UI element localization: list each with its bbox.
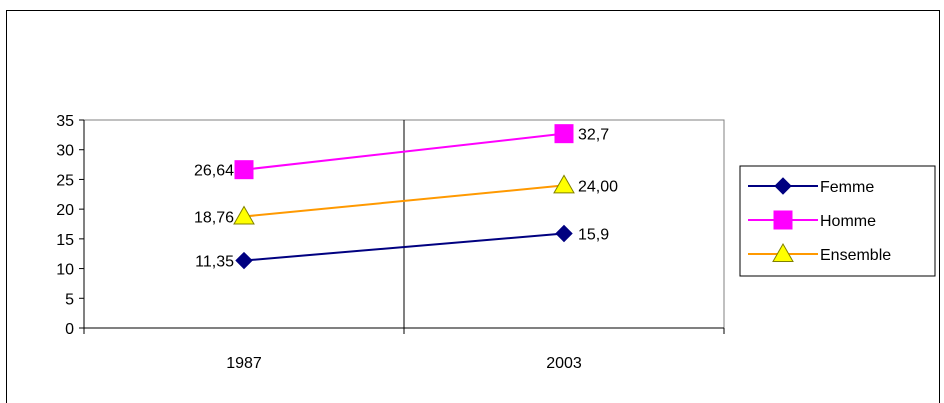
data-label-homme: 26,64 [194,163,234,180]
data-label-ensemble: 24,00 [578,178,618,195]
y-tick-label: 20 [56,202,74,219]
data-label-ensemble: 18,76 [194,210,234,227]
legend-marker-homme [773,210,793,230]
data-point-homme [234,160,254,180]
x-tick-label: 1987 [226,355,262,372]
data-point-femme [235,251,253,270]
series-line-femme [243,232,565,262]
x-tick-label: 2003 [546,355,582,372]
data-point-femme [555,224,573,243]
legend-label-homme: Homme [820,213,876,230]
y-tick-label: 30 [56,143,74,160]
y-tick-label: 25 [56,172,74,189]
legend-marker-ensemble [772,242,794,262]
legend-label-femme: Femme [820,179,874,196]
legend-marker-femme [774,177,792,195]
data-label-homme: 32,7 [578,127,609,144]
data-label-femme: 11,35 [195,254,234,271]
y-tick-label: 10 [56,262,74,279]
y-tick-label: 0 [65,321,74,338]
series-line-ensemble [243,184,565,218]
y-tick-label: 5 [65,291,74,308]
data-label-femme: 15,9 [578,227,609,244]
legend-label-ensemble: Ensemble [820,247,891,264]
y-tick-label: 15 [56,232,74,249]
data-point-ensemble [233,205,255,225]
series-line-homme [243,132,565,171]
legend-box [739,165,936,277]
data-point-ensemble [553,174,575,194]
y-tick-label: 35 [56,113,74,130]
data-point-homme [554,124,574,144]
